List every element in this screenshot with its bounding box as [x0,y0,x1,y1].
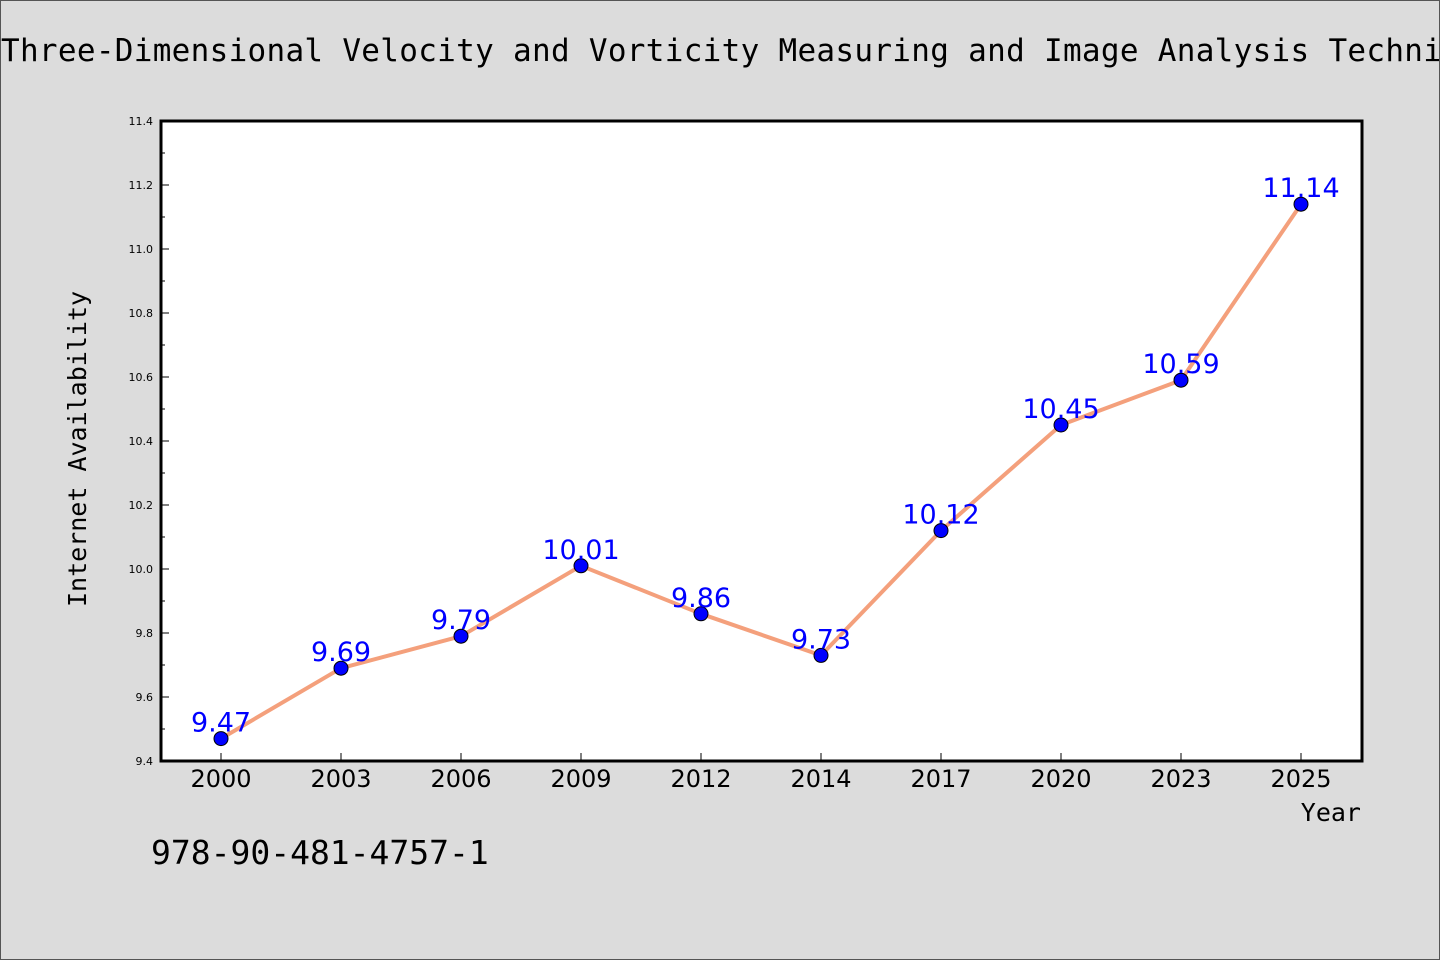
data-point [813,647,829,663]
chart-title: Three-Dimensional Velocity and Vorticity… [1,33,1440,69]
isbn-text: 978-90-481-4757-1 [151,833,489,872]
y-axis-ticks: 9.4 9.6 9.8 10.0 10.2 10.4 10.6 10.8 11.0 11.2 11.… [129,115,169,768]
y-tick-label: 11.0 [129,243,154,256]
y-tick-label: 10.2 [129,499,154,512]
x-tick-label: 2017 [910,765,971,793]
data-point [1173,372,1189,388]
data-label: 9.69 [311,637,371,668]
data-point [1053,417,1069,433]
data-label: 9.47 [191,708,251,739]
data-point [933,523,949,539]
y-tick-label: 10.6 [129,371,154,384]
y-tick-label: 9.4 [136,755,154,768]
x-tick-label: 2014 [790,765,851,793]
x-axis-ticks: 2000 2003 2006 2009 2012 2014 2017 2020 2023 2025 [190,753,1332,793]
y-tick-label: 11.4 [129,115,154,128]
x-tick-label: 2023 [1150,765,1211,793]
plot-area [159,119,1364,763]
y-tick-label: 10.4 [129,435,154,448]
x-tick-label: 2006 [430,765,491,793]
data-label: 10.12 [902,500,979,531]
series-line [219,203,1303,741]
data-point [213,731,229,747]
data-label: 11.14 [1262,173,1339,204]
x-tick-label: 2009 [550,765,611,793]
y-tick-label: 11.2 [129,179,154,192]
data-point [573,558,589,574]
data-label: 9.73 [791,624,851,655]
x-tick-label: 2000 [190,765,251,793]
data-point [333,660,349,676]
data-point [1293,196,1309,212]
y-tick-label: 9.6 [136,691,154,704]
data-label: 9.86 [671,583,731,614]
series-group: 9.47 9.69 9.79 10.01 9.86 9.73 10.12 10.45 10.59… [191,173,1340,747]
x-tick-label: 2003 [310,765,371,793]
y-tick-label: 10.8 [129,307,154,320]
data-point [453,628,469,644]
data-label: 10.01 [542,535,619,566]
x-tick-label: 2020 [1030,765,1091,793]
y-axis-label: Internet Availability [63,291,92,607]
data-label: 10.59 [1142,349,1219,380]
x-tick-label: 2025 [1270,765,1331,793]
y-tick-label: 10.0 [129,563,154,576]
data-label: 10.45 [1022,394,1099,425]
data-point [693,606,709,622]
x-tick-label: 2012 [670,765,731,793]
data-label: 9.79 [431,605,491,636]
x-axis-label: Year [1301,798,1361,827]
y-tick-label: 9.8 [136,627,154,640]
